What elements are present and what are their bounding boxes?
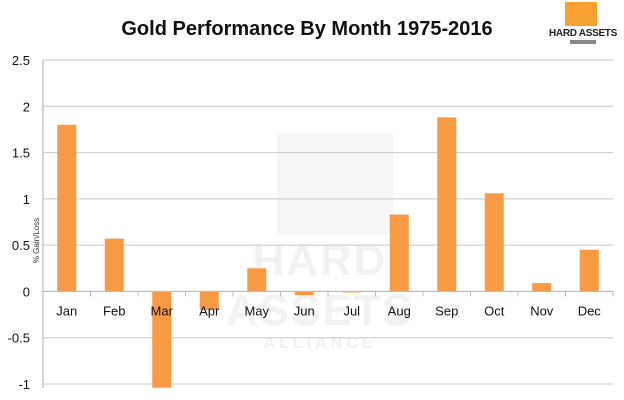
chart-title: Gold Performance By Month 1975-2016: [121, 18, 493, 40]
y-tick-label: 0: [23, 284, 30, 299]
watermark-text: HARD ASSETS: [225, 236, 415, 335]
x-tick-label: Apr: [199, 303, 220, 318]
x-tick-label: Aug: [388, 303, 411, 318]
bar-dec: [579, 249, 599, 292]
bar-may: [247, 268, 267, 292]
bar-jan: [57, 124, 77, 292]
bar-mar: [152, 291, 172, 388]
bar-aug: [389, 214, 409, 292]
y-tick-label: 0.5: [12, 238, 30, 253]
y-axis-label: % Gain/Loss: [32, 218, 41, 263]
x-tick-label: Sep: [435, 303, 458, 318]
x-tick-label: Oct: [484, 303, 505, 318]
bar-apr: [199, 291, 219, 310]
x-tick-label: Jun: [294, 303, 315, 318]
x-tick-label: May: [244, 303, 269, 318]
y-tick-label: -0.5: [8, 331, 30, 346]
y-tick-label: -1: [18, 377, 30, 392]
x-tick-label: Jan: [56, 303, 77, 318]
bar-feb: [104, 238, 124, 292]
bar-jun: [294, 291, 314, 296]
x-tick-label: Feb: [103, 303, 125, 318]
x-tick-label: Mar: [151, 303, 174, 318]
x-tick-label: Dec: [578, 303, 602, 318]
bar-nov: [532, 283, 552, 292]
bar-sep: [437, 117, 457, 292]
logo-subtext: [570, 40, 596, 44]
y-tick-label: 2: [23, 99, 30, 114]
logo: HARD ASSETS: [548, 2, 618, 46]
y-tick-label: 1: [23, 192, 30, 207]
x-tick-label: Nov: [530, 303, 554, 318]
bar-oct: [484, 193, 504, 292]
watermark-subtext: ALLIANCE: [263, 335, 377, 352]
logo-text: HARD ASSETS: [548, 28, 617, 39]
watermark-shape: [277, 134, 393, 234]
y-tick-label: 1.5: [12, 146, 30, 161]
y-tick-label: 2.5: [12, 53, 30, 68]
logo-mark: [565, 2, 597, 26]
x-tick-label: Jul: [343, 303, 360, 318]
